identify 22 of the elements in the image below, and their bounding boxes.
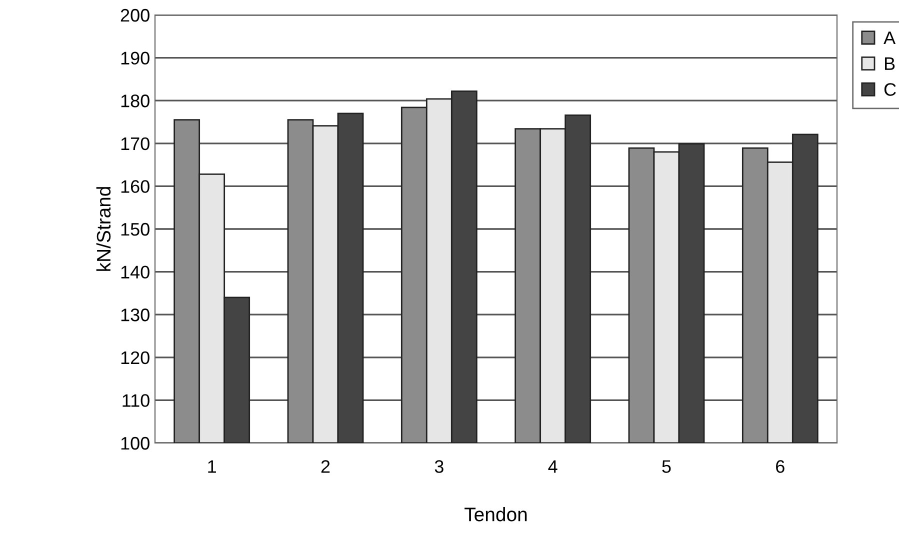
- y-tick-label: 200: [120, 8, 150, 22]
- y-tick-label: 130: [121, 308, 150, 322]
- x-axis-title: Tendon: [464, 507, 527, 522]
- y-tick-label: 170: [121, 137, 150, 150]
- x-tick-label: 2: [321, 460, 330, 473]
- y-tick-label: 180: [121, 94, 150, 108]
- x-tick-label: 3: [434, 460, 444, 473]
- x-tick-label: 4: [548, 460, 558, 473]
- legend-label: C: [884, 83, 896, 96]
- y-axis-title: kN/Strand: [96, 187, 111, 271]
- y-tick-label: 110: [122, 394, 150, 407]
- x-tick-label: 6: [776, 460, 784, 473]
- y-tick-label: 100: [121, 436, 150, 450]
- y-tick-label: 140: [121, 266, 150, 279]
- y-tick-label: 120: [121, 351, 150, 364]
- legend-label: B: [885, 57, 895, 70]
- x-tick-label: 1: [208, 460, 216, 473]
- y-tick-label: 160: [121, 180, 150, 193]
- y-tick-label: 150: [121, 222, 150, 236]
- x-tick-label: 5: [662, 460, 671, 473]
- y-tick-label: 190: [121, 52, 150, 65]
- legend-label: A: [884, 32, 896, 44]
